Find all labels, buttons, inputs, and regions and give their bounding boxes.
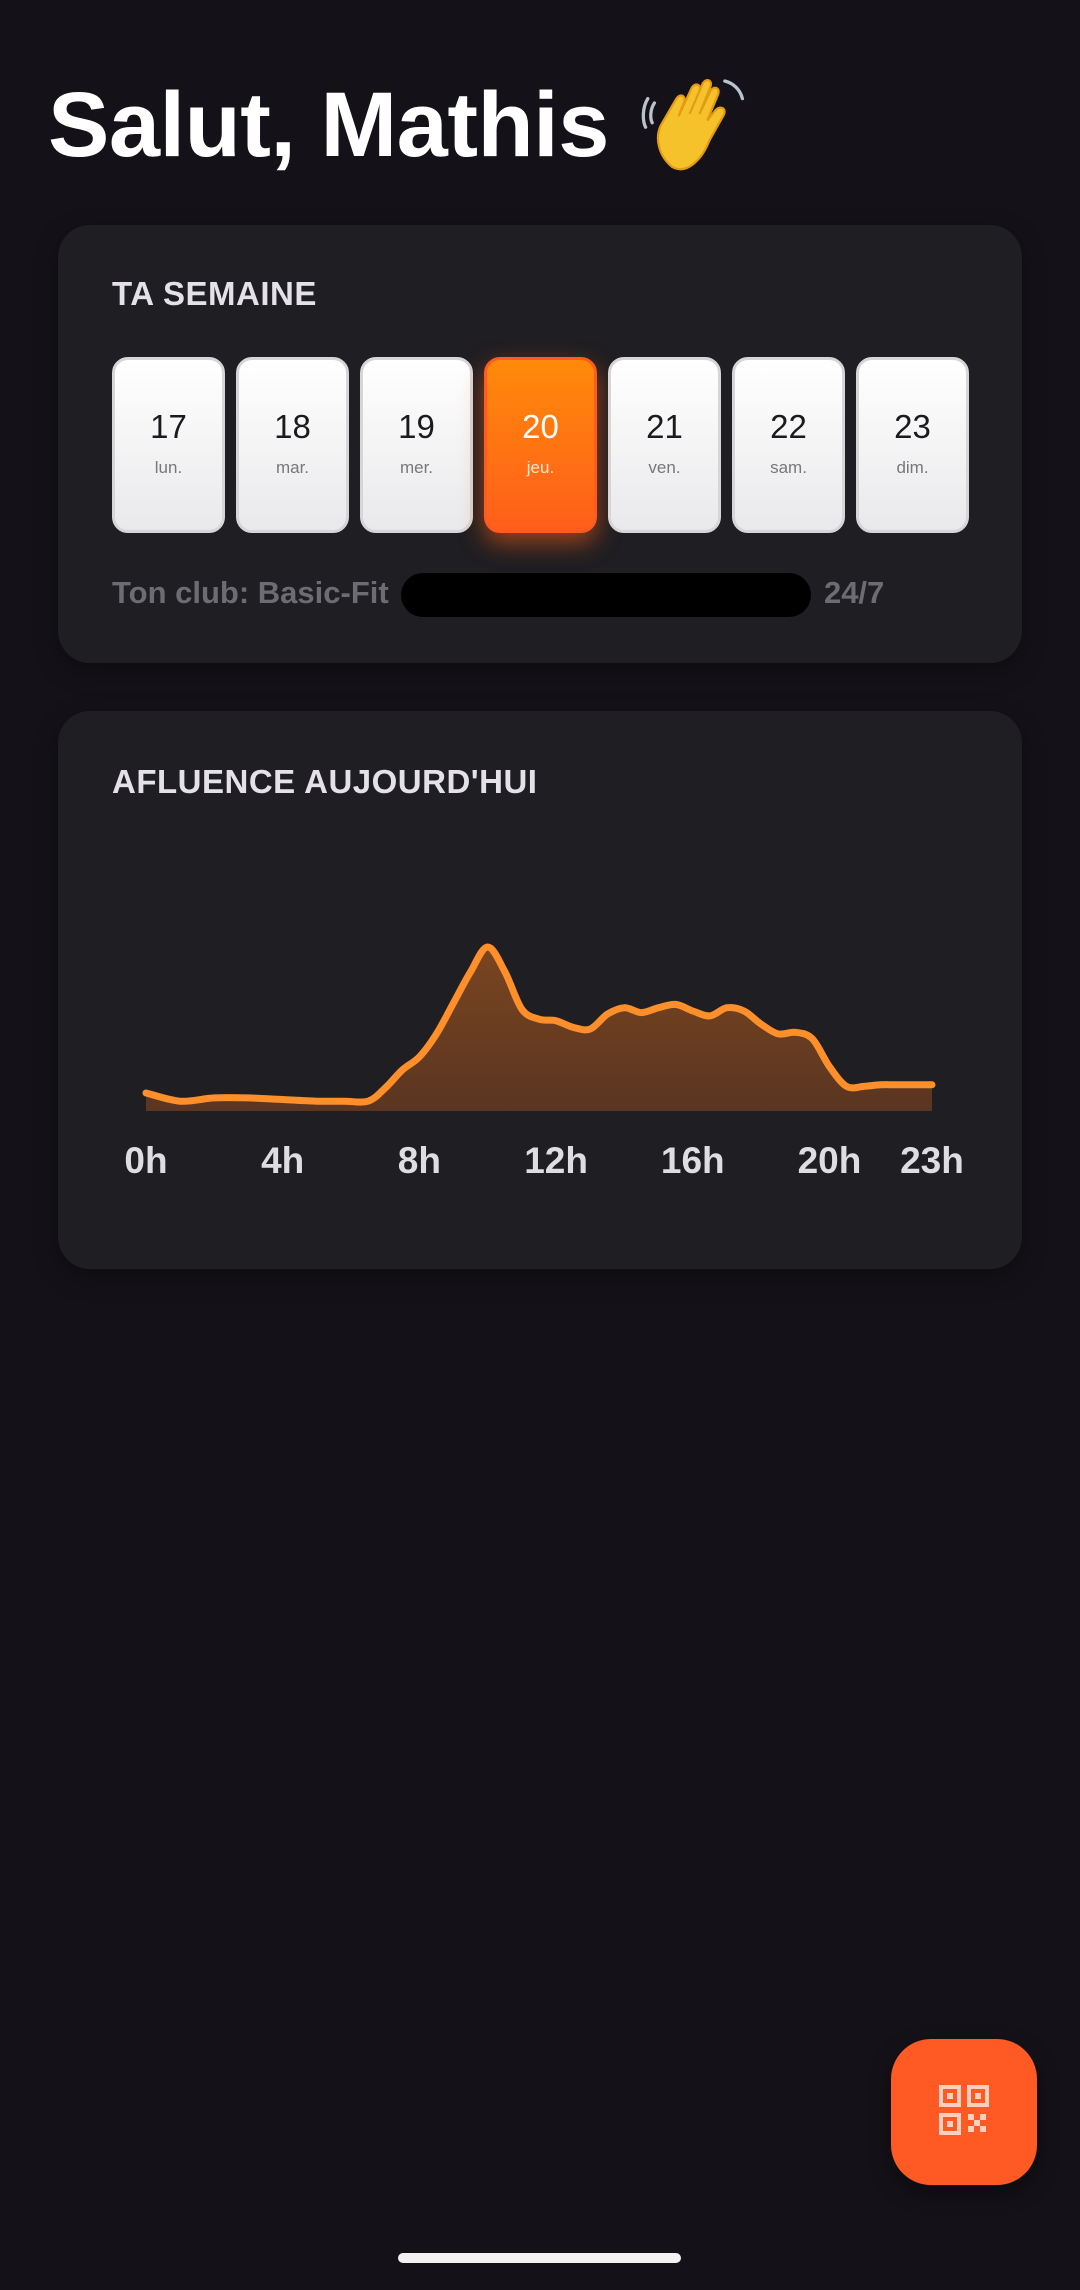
day-label: mar.	[275, 458, 310, 477]
qr-code-icon	[938, 2084, 990, 2141]
day-card-21[interactable]: 21 ven.	[608, 357, 721, 533]
day-card-22[interactable]: 22 sam.	[732, 357, 845, 533]
day-number: 19	[398, 408, 435, 445]
waving-hand-icon	[639, 70, 749, 180]
x-tick-label: 16h	[661, 1140, 725, 1181]
x-tick-label: 4h	[261, 1140, 304, 1181]
x-tick-label: 12h	[524, 1140, 588, 1181]
affluence-line	[142, 943, 936, 1106]
day-card-20[interactable]: 20 jeu.	[484, 357, 597, 533]
day-label: sam.	[770, 458, 807, 477]
day-number: 17	[150, 408, 187, 445]
affluence-title: AFLUENCE AUJOURD'HUI	[112, 763, 538, 800]
qr-code-button[interactable]	[891, 2039, 1037, 2185]
day-card-17[interactable]: 17 lun.	[112, 357, 225, 533]
x-tick-label: 20h	[798, 1140, 862, 1181]
affluence-card: AFLUENCE AUJOURD'HUI 0h 4h 8h 12h 16h 20h 23h	[58, 711, 1022, 1269]
greeting-text: Salut, Mathis	[48, 73, 609, 176]
day-number: 20	[522, 408, 559, 445]
club-info: Ton club: Basic-Fit 24/7	[112, 573, 884, 617]
day-number: 21	[646, 408, 683, 445]
affluence-chart: 0h 4h 8h 12h 16h 20h 23h	[124, 943, 964, 1181]
club-name-prefix: Ton club: Basic-Fit	[112, 575, 389, 611]
week-title: TA SEMAINE	[112, 275, 317, 312]
affluence-area	[146, 947, 932, 1111]
day-label: dim.	[896, 458, 929, 477]
x-tick-label: 23h	[900, 1140, 964, 1181]
week-card: TA SEMAINE 17 lun. 18 mar. 19 mer. 20 jeu. 21 ven…	[58, 225, 1022, 663]
day-label: mer.	[399, 458, 434, 477]
day-label: ven.	[648, 458, 681, 477]
redaction-mark	[401, 573, 812, 617]
day-label: lun.	[154, 458, 183, 477]
day-number: 22	[770, 408, 807, 445]
home-indicator[interactable]	[398, 2253, 681, 2263]
day-card-18[interactable]: 18 mar.	[236, 357, 349, 533]
day-number: 18	[274, 408, 311, 445]
day-number: 23	[894, 408, 931, 445]
day-card-19[interactable]: 19 mer.	[360, 357, 473, 533]
greeting-heading: Salut, Mathis	[48, 60, 749, 190]
club-hours: 24/7	[823, 575, 885, 611]
day-card-23[interactable]: 23 dim.	[856, 357, 969, 533]
x-tick-label: 8h	[398, 1140, 441, 1181]
week-days: 17 lun. 18 mar. 19 mer. 20 jeu. 21 ven. 22 sam. 23 di…	[112, 357, 969, 533]
x-tick-label: 0h	[124, 1140, 167, 1181]
day-label: jeu.	[526, 458, 555, 477]
